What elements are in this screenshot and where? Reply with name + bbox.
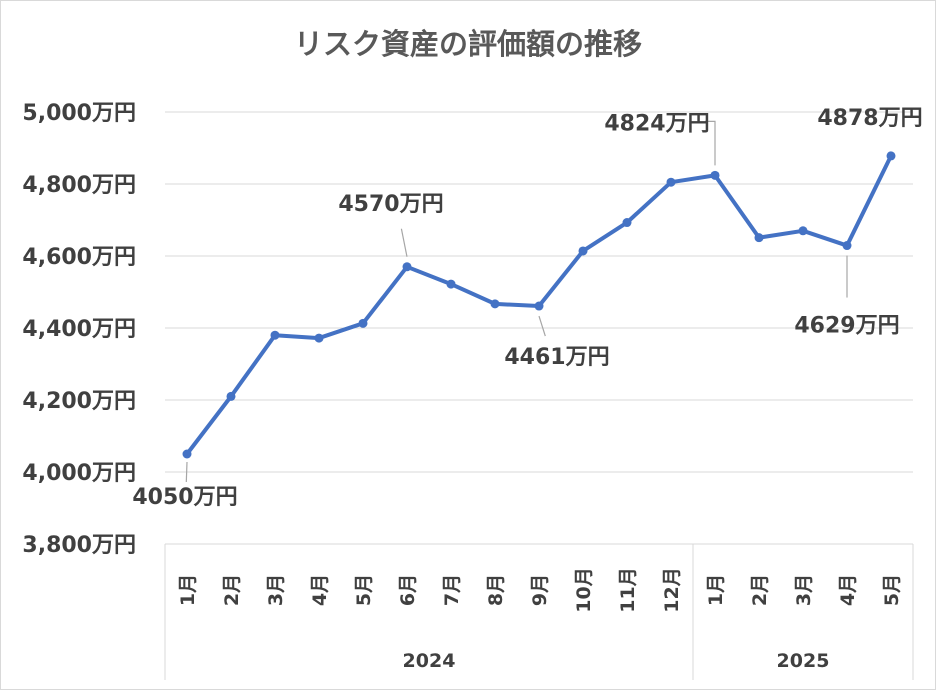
y-tick-label: 4,000万円 [22, 461, 136, 486]
x-tick-label: 3月 [793, 574, 815, 606]
x-tick-label: 3月 [265, 574, 287, 606]
x-tick-label: 11月 [617, 567, 639, 612]
y-tick-label: 4,600万円 [22, 245, 136, 270]
x-tick-label: 5月 [353, 574, 375, 606]
x-tick-label: 7月 [441, 574, 463, 606]
data-label: 4878万円 [817, 106, 922, 131]
chart-title: リスク資産の評価額の推移 [294, 27, 642, 61]
data-point [886, 151, 896, 161]
leader-line [705, 120, 716, 166]
y-axis-ticks: 3,800万円 4,000万円 4,200万円 4,400万円 4,600万円 4,800… [22, 101, 136, 558]
y-tick-label: 4,400万円 [22, 317, 136, 342]
data-label: 4050万円 [132, 485, 237, 510]
data-point [710, 170, 720, 180]
year-group-label: 2025 [777, 650, 830, 672]
x-tick-label: 12月 [661, 567, 683, 612]
gridlines [165, 111, 913, 473]
x-tick-label: 9月 [529, 574, 551, 606]
data-label: 4629万円 [794, 314, 899, 339]
data-label: 4570万円 [338, 192, 443, 217]
x-tick-label: 4月 [309, 574, 331, 606]
x-tick-label: 2月 [749, 574, 771, 606]
y-tick-label: 4,800万円 [22, 173, 136, 198]
data-point [490, 299, 500, 309]
data-point [534, 301, 544, 311]
data-point [754, 233, 764, 243]
x-tick-label: 6月 [397, 574, 419, 606]
data-point [578, 246, 588, 256]
leader-line [185, 461, 188, 483]
data-point [358, 318, 368, 328]
data-label: 4824万円 [604, 111, 709, 136]
data-point [270, 330, 280, 340]
y-tick-label: 4,200万円 [22, 389, 136, 414]
data-point [402, 262, 412, 272]
leader-line [400, 228, 408, 257]
data-labels: 4050万円 4570万円 4461万円 4824万円 4629万円 4878万円 [132, 106, 922, 510]
x-tick-label: 2月 [221, 574, 243, 606]
x-tick-label: 8月 [485, 574, 507, 606]
data-point [798, 226, 808, 236]
data-point [226, 391, 236, 401]
x-axis: 1月 2月 3月 4月 5月 6月 7月 8月 9月 10月 11月 12月 1月 2月 3月 4月 5月 202… [164, 543, 914, 680]
x-tick-label: 4月 [837, 574, 859, 606]
data-point [666, 177, 676, 187]
leader-line [538, 315, 546, 337]
x-tick-label: 1月 [177, 574, 199, 606]
y-tick-label: 3,800万円 [22, 533, 136, 558]
data-point [842, 241, 852, 251]
year-group-label: 2024 [403, 650, 456, 672]
data-point [182, 449, 192, 459]
data-point [622, 218, 632, 228]
data-point [314, 333, 324, 343]
data-point [446, 279, 456, 289]
y-tick-label: 5,000万円 [22, 101, 136, 126]
series-line-group [182, 151, 896, 459]
data-label-leaders [185, 120, 848, 483]
x-tick-label: 1月 [705, 574, 727, 606]
x-tick-label: 10月 [573, 567, 595, 612]
data-label: 4461万円 [504, 345, 609, 370]
x-tick-label: 5月 [881, 574, 903, 606]
